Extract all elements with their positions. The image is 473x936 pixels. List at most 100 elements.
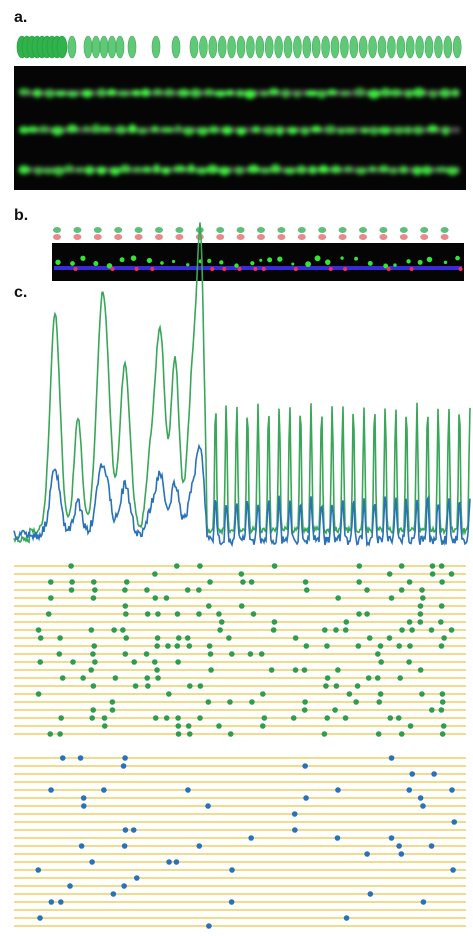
spot [412, 166, 422, 176]
spot [55, 259, 61, 265]
spot [248, 164, 260, 174]
cell [293, 35, 302, 59]
spot [426, 256, 433, 263]
event [388, 755, 395, 761]
event [90, 707, 96, 713]
spot [368, 89, 381, 99]
spot [293, 90, 301, 99]
cell-top [399, 227, 408, 233]
event [419, 691, 425, 697]
event [89, 715, 95, 721]
event [144, 611, 151, 617]
event [302, 699, 308, 705]
event [174, 643, 181, 649]
spot [128, 124, 137, 134]
spot [435, 166, 448, 173]
cell [387, 35, 396, 59]
spot [400, 165, 408, 175]
cell-top [379, 227, 388, 233]
event [163, 595, 170, 601]
cell [127, 35, 137, 59]
event [429, 563, 436, 569]
event [166, 859, 172, 865]
panel-label: c. [14, 284, 27, 301]
event [186, 731, 193, 737]
spot [340, 256, 344, 260]
spot [160, 261, 164, 265]
spot [164, 88, 174, 97]
spot [284, 167, 296, 175]
cell-top [134, 227, 143, 233]
spot [132, 166, 142, 173]
event [438, 563, 445, 569]
event [206, 643, 213, 649]
spot [44, 88, 55, 99]
cell [264, 35, 274, 59]
event [259, 723, 266, 729]
cell-bottom [440, 234, 449, 240]
event [207, 579, 213, 585]
event [448, 627, 455, 633]
spot [151, 125, 159, 133]
spot [64, 164, 74, 173]
spot [33, 88, 42, 98]
event [334, 835, 341, 841]
spot [209, 125, 219, 134]
event [47, 579, 54, 585]
spot [100, 125, 112, 133]
spot [190, 88, 201, 98]
cell [151, 35, 161, 59]
spot [354, 256, 359, 261]
event [238, 603, 245, 609]
event [208, 667, 214, 673]
event [431, 771, 437, 777]
event [271, 563, 278, 569]
event [386, 571, 393, 577]
spot [409, 267, 414, 271]
event [303, 643, 310, 649]
spot [204, 88, 214, 96]
event [68, 587, 75, 593]
event [396, 643, 402, 649]
spot [226, 89, 234, 96]
event [355, 643, 362, 649]
spot [369, 126, 379, 136]
event [291, 811, 298, 817]
spot [42, 168, 55, 175]
strip-content [54, 255, 463, 271]
cell [274, 35, 283, 59]
event [131, 659, 137, 665]
event [441, 635, 447, 641]
event [409, 627, 415, 633]
spot [305, 261, 312, 268]
cell [217, 35, 227, 59]
event [56, 651, 63, 657]
event [323, 683, 329, 689]
event [324, 675, 331, 681]
event [303, 795, 309, 801]
spot [277, 256, 283, 262]
raster-blue [14, 755, 466, 929]
spot [153, 163, 160, 174]
cell [377, 35, 387, 59]
cell-top [114, 227, 123, 233]
event [353, 699, 359, 705]
spot [263, 126, 276, 136]
event [186, 643, 193, 649]
event [366, 635, 373, 641]
event [387, 715, 394, 721]
cell [171, 35, 181, 59]
event [342, 627, 349, 633]
event [58, 899, 64, 905]
spot [70, 261, 75, 266]
event [68, 563, 74, 569]
event [356, 611, 362, 617]
spot [115, 125, 126, 135]
spot [417, 259, 423, 265]
spot [187, 164, 195, 174]
event [292, 667, 299, 673]
event [261, 715, 268, 721]
event [439, 579, 445, 585]
event [217, 627, 223, 633]
spot [383, 263, 389, 269]
